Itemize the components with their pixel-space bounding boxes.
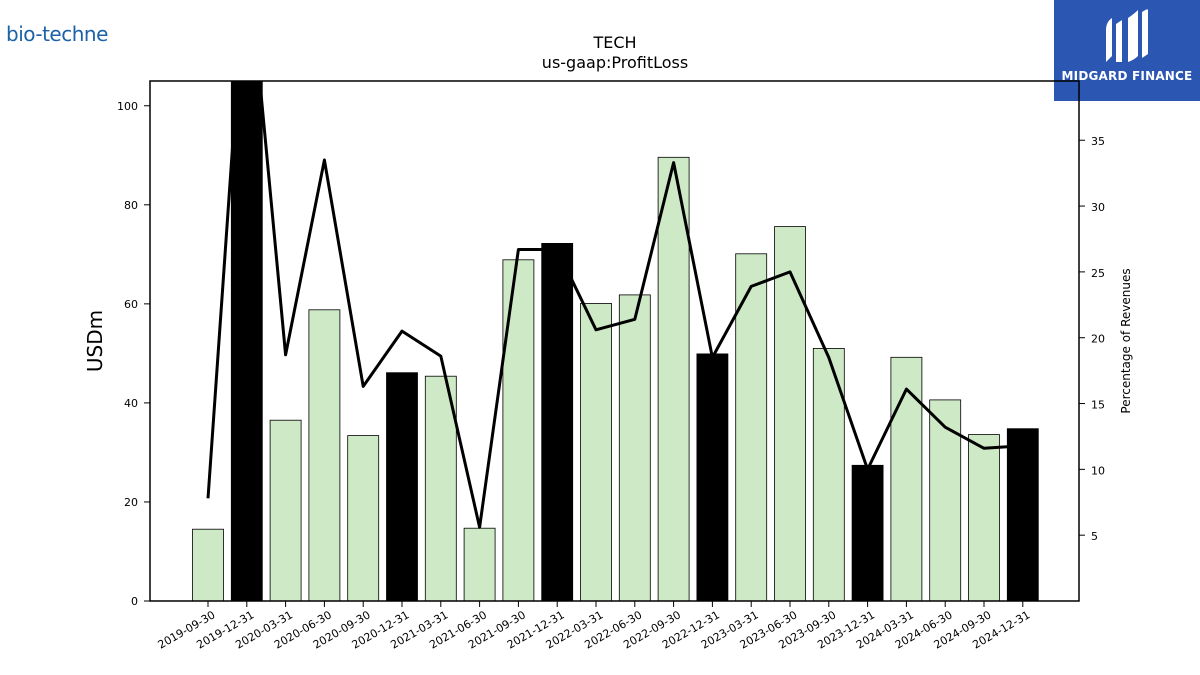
bar bbox=[308, 309, 341, 601]
revenue-percentage-line bbox=[206, 81, 1023, 529]
midgard-emblem-icon bbox=[1106, 9, 1148, 62]
bar bbox=[269, 419, 302, 601]
y-axis-right: 5 10 15 20 25 30 35 bbox=[1079, 135, 1105, 543]
y-axis-label: USDm bbox=[83, 310, 107, 372]
chart-title: TECH bbox=[592, 33, 636, 52]
y-tick-label: 80 bbox=[124, 199, 138, 212]
y-tick-label: 100 bbox=[117, 100, 138, 113]
midgard-finance-text: MIDGARD FINANCE bbox=[1061, 69, 1193, 83]
bar bbox=[230, 81, 263, 601]
bar bbox=[541, 242, 574, 601]
bar bbox=[851, 464, 884, 601]
bar bbox=[192, 528, 224, 601]
bar bbox=[735, 253, 768, 601]
y2-tick-label: 25 bbox=[1091, 267, 1105, 280]
y2-tick-label: 10 bbox=[1091, 464, 1105, 477]
x-axis: 2019-09-302019-12-312020-03-312020-06-30… bbox=[156, 601, 1032, 652]
y2-axis-label: Percentage of Revenues bbox=[1119, 268, 1133, 413]
y-tick-label: 0 bbox=[131, 595, 138, 608]
y-tick-label: 40 bbox=[124, 397, 138, 410]
bars-layer bbox=[192, 81, 1039, 601]
bar bbox=[580, 302, 612, 601]
bar bbox=[1006, 428, 1039, 601]
plot-frame bbox=[149, 80, 1080, 602]
bar bbox=[929, 399, 962, 601]
bio-techne-logo: bio-techne bbox=[6, 22, 108, 46]
bar bbox=[890, 356, 923, 601]
bar bbox=[502, 259, 535, 601]
bar bbox=[424, 375, 457, 601]
y2-tick-label: 35 bbox=[1091, 135, 1105, 148]
midgard-finance-logo: MIDGARD FINANCE bbox=[1054, 0, 1200, 101]
y-axis-left: 0 20 40 60 80 100 bbox=[117, 100, 150, 608]
bar bbox=[618, 294, 651, 601]
bar bbox=[968, 434, 1000, 601]
bar bbox=[774, 226, 806, 601]
y2-tick-label: 5 bbox=[1091, 530, 1098, 543]
chart-subtitle: us-gaap:ProfitLoss bbox=[542, 53, 688, 72]
line-layer bbox=[206, 81, 1023, 529]
y-tick-label: 60 bbox=[124, 298, 138, 311]
y-tick-label: 20 bbox=[124, 496, 138, 509]
bar bbox=[696, 353, 729, 601]
y2-tick-label: 20 bbox=[1091, 333, 1105, 346]
y2-tick-label: 15 bbox=[1091, 399, 1105, 412]
bar bbox=[463, 527, 496, 601]
bar bbox=[657, 156, 690, 601]
bar bbox=[347, 435, 380, 601]
y2-tick-label: 30 bbox=[1091, 201, 1105, 214]
bar bbox=[386, 372, 418, 601]
